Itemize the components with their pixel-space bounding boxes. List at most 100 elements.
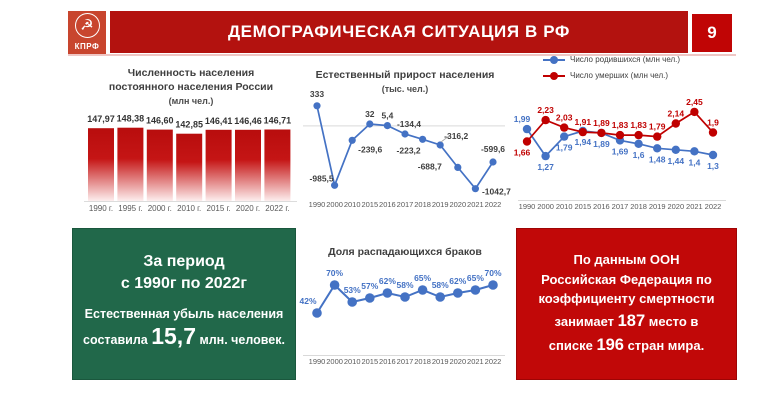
- value-label: 2,23: [537, 105, 554, 115]
- population-title-units: (млн чел.): [168, 96, 214, 107]
- red-box-total-value: 196: [596, 336, 624, 355]
- red-box-line4: занимает 187 место в: [538, 309, 714, 334]
- value-label: 70%: [326, 268, 343, 278]
- value-label: 333: [310, 89, 324, 99]
- red-box-line3: коэффициенту смертности: [538, 291, 715, 306]
- value-label: 70%: [484, 268, 501, 278]
- data-point-marker: [401, 130, 409, 138]
- slide-title: ДЕМОГРАФИЧЕСКАЯ СИТУАЦИЯ В РФ: [227, 22, 571, 41]
- population-bar: [264, 129, 291, 201]
- x-tick-label: 2021: [467, 357, 484, 366]
- data-point-marker: [435, 292, 446, 302]
- green-box-value-line: составила 15,7 млн. человек.: [73, 323, 295, 350]
- population-bar: [88, 128, 114, 201]
- data-point-marker: [653, 144, 662, 153]
- bar-value-label: 146,41: [205, 116, 233, 126]
- x-tick-label: 2020: [449, 200, 466, 209]
- value-label: -985,5: [310, 173, 334, 183]
- value-label: -688,7: [418, 161, 442, 171]
- legend-item-deaths: Число умерших (млн чел.): [543, 69, 680, 82]
- x-tick-label: 2020 г.: [236, 204, 260, 213]
- bar-value-label: 146,46: [234, 116, 262, 126]
- value-label: 58%: [396, 280, 413, 290]
- x-tick-label: 2019: [432, 200, 449, 209]
- x-tick-label: 2019: [649, 202, 666, 211]
- x-tick-label: 2021: [467, 200, 484, 209]
- data-point-marker: [417, 285, 428, 295]
- data-point-marker: [690, 147, 699, 156]
- x-tick-label: 2022: [485, 357, 502, 366]
- value-label: -1042,7: [482, 187, 511, 197]
- data-point-marker: [366, 120, 374, 128]
- red-box-line2: Российская Федерация по: [541, 271, 712, 287]
- red-box-rank-value: 187: [617, 311, 646, 330]
- data-point-marker: [400, 292, 410, 302]
- red-box-line1: По данным ООН: [573, 252, 680, 267]
- value-label: -599,6: [481, 144, 505, 154]
- x-tick-label: 2022: [705, 202, 722, 211]
- data-point-marker: [470, 285, 481, 295]
- divorce-chart-title: Доля распадающихся браков: [300, 245, 510, 259]
- data-point-marker: [541, 151, 550, 161]
- un-mortality-rank-box: По данным ООН Российская Федерация по ко…: [516, 228, 737, 380]
- value-label: 1,4: [688, 157, 700, 167]
- hammer-sickle-icon: ☭: [74, 13, 100, 38]
- data-point-marker: [522, 137, 532, 146]
- bar-value-label: 148,38: [117, 114, 145, 124]
- data-point-marker: [560, 123, 569, 132]
- x-tick-label: 1990: [519, 202, 536, 211]
- data-point-marker: [383, 122, 391, 130]
- legend-label-deaths: Число умерших (млн чел.): [570, 71, 669, 80]
- x-tick-label: 2000: [326, 357, 343, 366]
- value-label: 42%: [299, 296, 316, 306]
- value-label: 32: [365, 109, 375, 119]
- x-tick-label: 2017: [397, 200, 414, 209]
- value-label: 1,83: [612, 120, 629, 130]
- value-label: 1,89: [593, 118, 610, 128]
- x-tick-label: 2021: [686, 202, 703, 211]
- value-label: 1,91: [575, 117, 592, 127]
- value-label: 2,03: [556, 113, 573, 123]
- data-point-marker: [708, 128, 718, 137]
- data-point-marker: [312, 308, 322, 318]
- value-label: 1,9: [707, 118, 719, 128]
- data-point-marker: [419, 135, 427, 143]
- legend-label-births: Число родившихся (млн чел.): [570, 55, 681, 64]
- data-point-marker: [347, 297, 358, 307]
- green-box-heading-line2: с 1990г по 2022г: [120, 274, 248, 292]
- x-tick-label: 2020: [449, 357, 466, 366]
- data-point-marker: [690, 107, 699, 117]
- red-box-line5-suffix: стран мира.: [623, 338, 705, 354]
- data-point-marker: [671, 119, 680, 128]
- value-label: -134,4: [397, 119, 421, 129]
- page-number: 9: [692, 14, 732, 52]
- data-point-marker: [365, 293, 375, 303]
- x-tick-label: 2015: [361, 200, 378, 209]
- data-point-marker: [329, 280, 340, 290]
- value-label: 1,94: [575, 137, 592, 147]
- kprf-logo: ☭ КПРФ: [68, 11, 106, 54]
- bar-value-label: 146,71: [264, 116, 292, 126]
- population-bar: [176, 133, 203, 201]
- value-label: 1,66: [514, 148, 531, 158]
- data-point-marker: [453, 288, 463, 298]
- header-band: ДЕМОГРАФИЧЕСКАЯ СИТУАЦИЯ В РФ: [110, 11, 688, 53]
- value-label: 1,89: [593, 139, 610, 149]
- value-label: 5,4: [381, 111, 393, 121]
- x-tick-label: 2010: [344, 357, 361, 366]
- red-box-line5: списке 196 стран мира.: [538, 333, 714, 358]
- x-tick-label: 2000 г.: [148, 204, 172, 213]
- green-box-heading: За период с 1990г по 2022г: [73, 251, 295, 294]
- value-label: 58%: [432, 280, 449, 290]
- value-label: 62%: [379, 276, 396, 286]
- value-label: 65%: [414, 273, 431, 283]
- value-label: 1,3: [707, 161, 719, 171]
- x-tick-label: 2010: [556, 202, 573, 211]
- green-box-heading-line1: За период: [143, 253, 225, 270]
- data-point-marker: [578, 127, 587, 137]
- green-box-body: Естественная убыль населения: [84, 307, 284, 322]
- legend-item-births: Число родившихся (млн чел.): [543, 53, 680, 66]
- x-tick-label: 2015 г.: [207, 204, 231, 213]
- x-tick-label: 1995 г.: [118, 204, 142, 213]
